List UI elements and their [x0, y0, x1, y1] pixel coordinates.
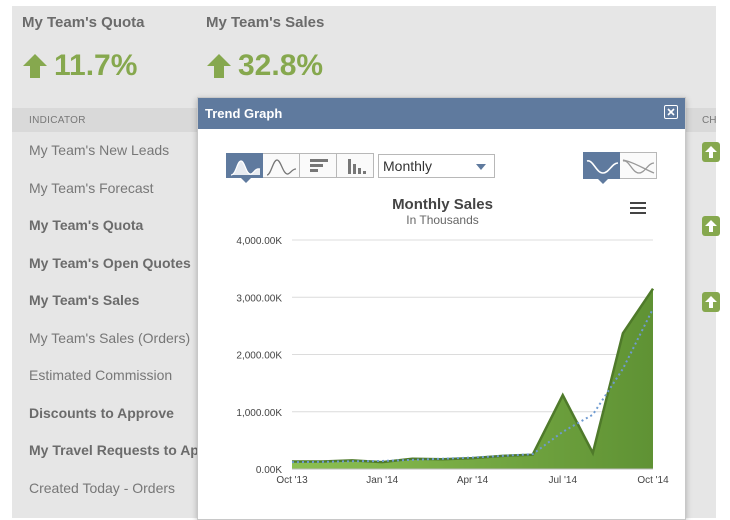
kpi-quota: My Team's Quota 11.7% — [22, 14, 144, 83]
indicator-row[interactable]: My Team's Sales (Orders) — [29, 329, 191, 346]
monthly-sales-chart: 0.00K 1,000.00K 2,000.00K 3,000.00K 4,000.00… — [236, 236, 669, 486]
moving-average-button[interactable] — [583, 152, 620, 184]
line-chart-button[interactable] — [263, 153, 300, 178]
chart-menu-button[interactable] — [630, 202, 646, 216]
indicator-row[interactable]: My Team's Sales — [29, 292, 140, 308]
period-select[interactable]: Monthly — [378, 154, 495, 178]
trend-toggle — [583, 152, 657, 184]
line-chart-icon — [266, 159, 297, 176]
y-tick-label: 1,000.00K — [236, 408, 282, 419]
y-tick-label: 2,000.00K — [236, 351, 282, 362]
indicator-row[interactable]: My Team's New Leads — [29, 142, 170, 158]
y-tick-label: 3,000.00K — [236, 293, 282, 304]
trend-line — [291, 308, 654, 464]
column-change: CH — [702, 115, 717, 126]
horizontal-bar-chart-button[interactable] — [300, 153, 337, 178]
area-chart-button[interactable] — [226, 153, 263, 183]
kpi-sales: My Team's Sales 32.8% — [206, 14, 324, 83]
kpi-sales-value: 32.8% — [238, 49, 324, 82]
arrow-up-icon — [705, 220, 717, 232]
arrow-up-icon — [705, 296, 717, 308]
kpi-quota-label: My Team's Quota — [22, 14, 145, 31]
close-button[interactable] — [664, 105, 678, 119]
moving-average-icon — [586, 160, 619, 174]
arrow-up-icon — [705, 146, 717, 158]
arrow-up-icon — [23, 54, 47, 78]
x-tick-label: Oct '13 — [276, 475, 308, 486]
kpi-sales-label: My Team's Sales — [206, 14, 325, 31]
trend-line-icon — [622, 159, 655, 174]
indicator-row[interactable]: Discounts to Approve — [29, 404, 174, 421]
chart-subtitle: In Thousands — [406, 213, 479, 227]
chart-title: Monthly Sales — [392, 196, 493, 213]
indicator-list: My Team's New Leads My Team's Forecast M… — [29, 142, 207, 517]
indicator-row[interactable]: My Team's Quota — [29, 217, 144, 233]
bar-chart-icon — [348, 159, 366, 174]
horizontal-bar-chart-icon — [310, 159, 328, 172]
trend-badge[interactable] — [702, 216, 720, 236]
x-tick-label: Jul '14 — [548, 475, 577, 486]
x-tick-label: Apr '14 — [457, 475, 489, 486]
kpi-quota-value: 11.7% — [54, 49, 138, 82]
indicator-row[interactable]: My Team's Forecast — [29, 179, 154, 196]
period-select-value: Monthly — [383, 158, 433, 174]
y-tick-label: 4,000.00K — [236, 236, 282, 247]
indicator-row[interactable]: My Travel Requests to App — [29, 442, 208, 458]
bar-chart-button[interactable] — [337, 153, 374, 178]
x-tick-label: Oct '14 — [637, 475, 669, 486]
trend-graph-modal: Trend Graph — [197, 97, 686, 520]
modal-title: Trend Graph — [205, 106, 283, 121]
x-tick-label: Jan '14 — [366, 475, 398, 486]
indicator-row[interactable]: Estimated Commission — [29, 367, 173, 383]
hamburger-icon — [630, 202, 646, 204]
column-indicator: INDICATOR — [29, 115, 86, 126]
chart-type-toolbar — [226, 153, 374, 183]
trend-badge[interactable] — [702, 142, 720, 162]
trend-badge[interactable] — [702, 292, 720, 312]
arrow-up-icon — [207, 54, 231, 78]
chevron-down-icon — [476, 164, 486, 170]
trend-line-button[interactable] — [620, 152, 657, 179]
area-chart-icon — [230, 160, 261, 176]
sales-area — [292, 288, 653, 469]
modal-header: Trend Graph — [198, 98, 685, 129]
indicator-row[interactable]: Created Today - Orders — [29, 479, 176, 496]
close-icon — [667, 108, 675, 116]
indicator-row[interactable]: My Team's Open Quotes — [29, 254, 191, 271]
y-tick-label: 0.00K — [256, 465, 282, 476]
